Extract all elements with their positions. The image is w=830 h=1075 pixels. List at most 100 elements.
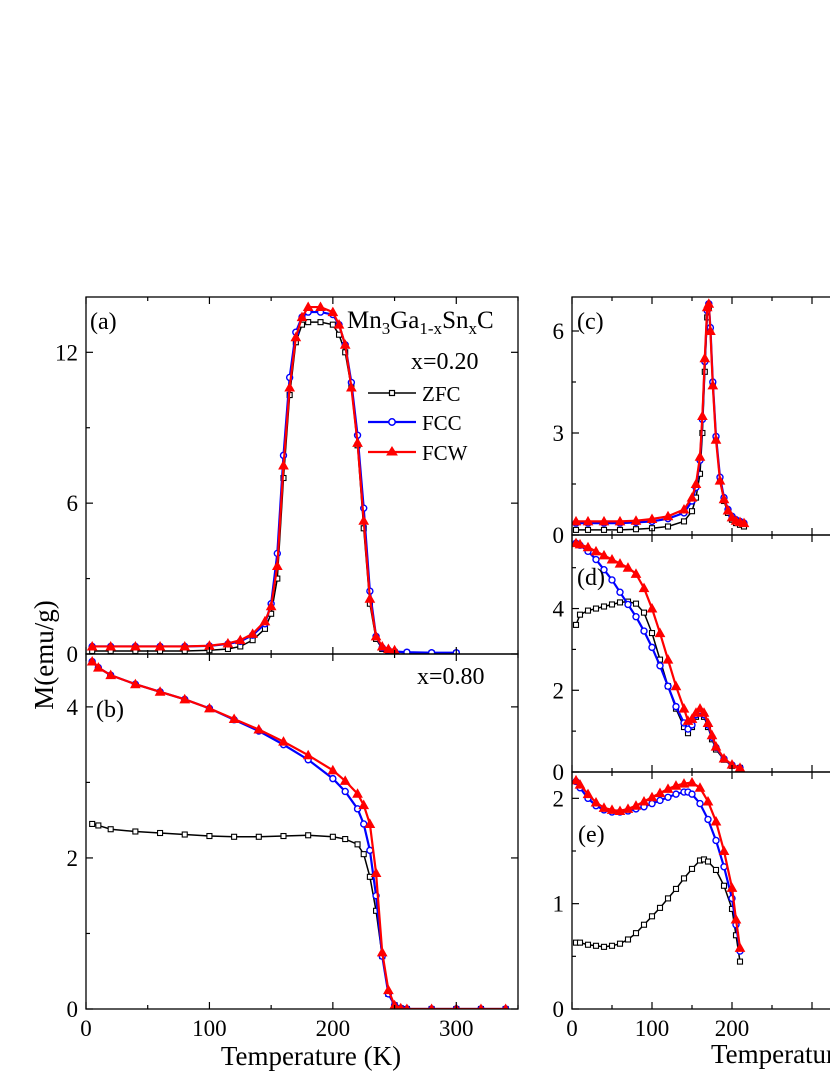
data-point-fcw	[606, 553, 618, 564]
data-point-zfc	[181, 831, 188, 838]
data-point-zfc	[640, 921, 648, 928]
data-point-zfc	[89, 820, 96, 827]
data-point-zfc	[107, 826, 114, 833]
formula-subscript: 3	[382, 319, 391, 338]
data-point-fcw	[574, 538, 586, 549]
data-point-fcw	[352, 437, 363, 447]
data-point-fcw	[228, 713, 240, 723]
data-point-zfc	[592, 605, 600, 612]
data-point-fcc	[624, 600, 632, 609]
data-point-zfc	[672, 885, 680, 892]
data-point-zfc	[231, 833, 238, 840]
data-point-fcw	[247, 628, 258, 638]
x-tick-label: 0	[80, 1016, 92, 1041]
data-point-zfc	[132, 828, 139, 835]
data-point-fcw	[253, 724, 265, 734]
data-point-zfc	[584, 607, 592, 614]
data-point-fcw	[734, 942, 746, 952]
data-point-fcw	[265, 600, 277, 611]
data-point-fcc	[403, 648, 411, 654]
data-point-fcc	[688, 790, 696, 798]
y-tick-label: 0	[553, 760, 565, 785]
panel-d-label: (d)	[577, 565, 605, 591]
data-point-zfc	[704, 858, 712, 865]
composition-label-b: x=0.80	[417, 664, 485, 690]
panel-a: 0 6 12 (a) Mn3Ga1-xSnxC x=0.20 ZFC FCC FCW	[55, 296, 519, 667]
data-point-fcw	[702, 795, 714, 806]
y-tick-label: 12	[55, 340, 78, 365]
panel-e-frame	[571, 771, 830, 1010]
data-point-fcw	[278, 459, 289, 470]
data-point-fcw	[630, 515, 642, 525]
y-tick-label: 2	[67, 846, 79, 871]
data-point-fcw	[598, 802, 610, 812]
legend: ZFC FCC FCW	[368, 382, 468, 465]
data-point-fcw	[370, 630, 382, 641]
y-tick-label: 4	[553, 597, 565, 622]
data-point-fcw	[222, 637, 234, 648]
data-point-fcw	[703, 298, 715, 308]
data-point-fcw	[179, 640, 191, 651]
data-point-zfc	[280, 832, 287, 840]
y-tick-label: 6	[553, 319, 565, 344]
data-point-zfc	[680, 518, 688, 525]
compound-formula: Mn3Ga1-xSnxC	[347, 307, 494, 338]
formula-part: Mn	[347, 307, 382, 334]
data-point-zfc	[592, 942, 600, 949]
data-point-fcw	[333, 319, 345, 329]
data-point-fcw	[730, 913, 742, 924]
data-point-zfc	[354, 841, 361, 848]
data-point-fcw	[662, 783, 674, 793]
data-point-zfc	[632, 600, 640, 607]
panel-b-label: (b)	[96, 697, 124, 723]
legend-label-fcc: FCC	[422, 411, 462, 435]
panel-e: 0 1 2 0 100 200 (e)	[553, 771, 830, 1041]
data-point-fcw	[179, 693, 191, 704]
data-point-fcc	[329, 774, 337, 783]
data-point-fcw	[638, 582, 650, 593]
data-point-fcc	[600, 566, 608, 574]
data-point-fcw	[352, 788, 363, 798]
data-point-fcw	[646, 513, 658, 524]
data-point-fcc	[712, 836, 720, 845]
data-point-fcc	[608, 576, 616, 584]
data-point-zfc	[632, 930, 640, 937]
data-point-fcw	[705, 325, 716, 335]
data-point-fcw	[130, 640, 141, 651]
data-point-zfc	[576, 939, 584, 946]
series-line-zfc	[576, 307, 745, 531]
data-point-fcw	[678, 778, 690, 788]
x-tick-label: 200	[316, 1016, 351, 1041]
data-point-fcw	[572, 774, 582, 785]
data-point-zfc	[688, 508, 696, 515]
data-point-fcw	[278, 736, 289, 746]
data-point-fcw	[383, 643, 394, 653]
formula-part: C	[477, 307, 494, 334]
y-tick-label: 6	[67, 491, 79, 516]
data-point-zfc	[664, 523, 672, 530]
x-tick-label: 200	[715, 1016, 750, 1041]
data-point-zfc	[305, 319, 312, 326]
data-point-fcw	[364, 593, 376, 603]
x-tick-label: 100	[192, 1016, 227, 1041]
legend-marker-fcc	[388, 418, 396, 426]
data-point-fcw	[702, 717, 714, 727]
data-point-fcw	[271, 560, 283, 571]
data-point-fcc	[616, 588, 624, 596]
data-point-fcw	[646, 791, 658, 802]
data-point-zfc	[600, 603, 608, 610]
data-point-fcw	[259, 615, 271, 626]
data-point-zfc	[616, 526, 624, 533]
data-point-fcw	[598, 515, 610, 526]
data-point-fcc	[427, 649, 436, 654]
data-point-zfc	[712, 866, 720, 874]
legend-label-fcw: FCW	[422, 441, 468, 465]
composition-label-a: x=0.20	[411, 349, 479, 375]
panel-c: 0 3 6 (c)	[553, 296, 830, 548]
data-point-fcw	[726, 882, 738, 892]
data-point-zfc	[736, 958, 744, 965]
data-point-fcc	[648, 643, 656, 652]
data-point-fcw	[397, 1002, 405, 1009]
data-point-zfc	[305, 832, 312, 839]
data-point-zfc	[329, 321, 336, 328]
